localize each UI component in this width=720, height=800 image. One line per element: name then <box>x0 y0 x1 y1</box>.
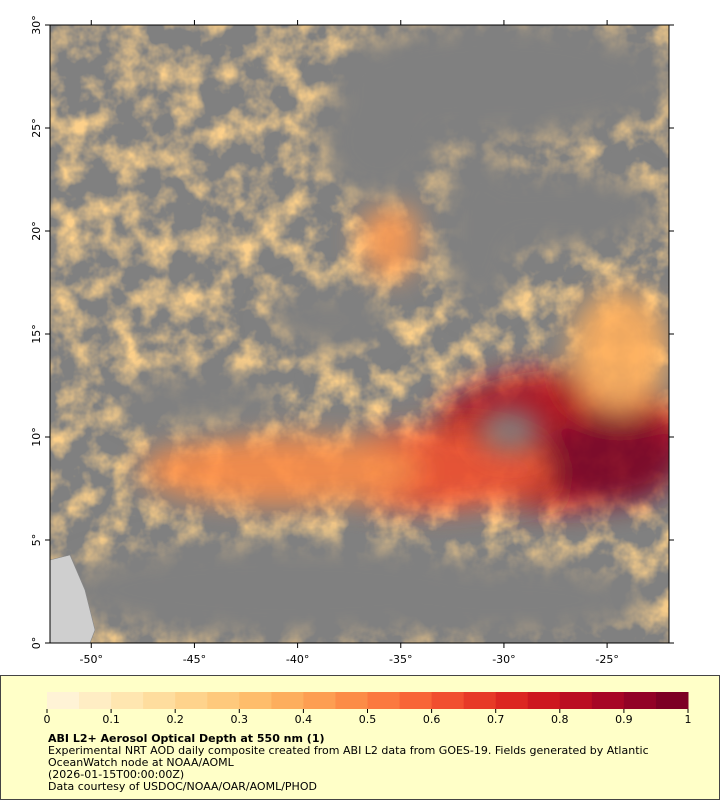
x-tick-label: -45° <box>183 653 206 666</box>
colorbar-swatch <box>335 692 368 709</box>
colorbar-swatch <box>527 692 561 709</box>
note: Experimental NRT AOD daily composite cre… <box>48 744 649 757</box>
colorbar-swatch <box>143 692 176 709</box>
colorbar-tick-label: 0.1 <box>102 713 120 726</box>
colorbar-swatch <box>175 692 208 709</box>
colorbar-swatch <box>239 692 272 709</box>
note: OceanWatch node at NOAA/AOML <box>48 756 235 769</box>
y-tick-label: 15° <box>30 324 43 344</box>
colorbar-tick-label: 0 <box>44 713 51 726</box>
y-tick-label: 5° <box>30 534 43 547</box>
colorbar-swatch <box>591 692 625 709</box>
y-tick-label: 30° <box>30 15 43 35</box>
colorbar-swatch <box>463 692 497 709</box>
colorbar-tick-label: 0.8 <box>551 713 569 726</box>
x-tick-label: -25° <box>595 653 618 666</box>
colorbar-tick-label: 1 <box>685 713 692 726</box>
y-tick-label: 0° <box>30 637 43 650</box>
colorbar-swatch <box>367 692 401 709</box>
y-tick-label: 20° <box>30 221 43 241</box>
axes: -50° -45° -40° -35° -30° -25° 0° 5° 10° 15° 20° 25°… <box>30 15 674 666</box>
colorbar-title: ABI L2+ Aerosol Optical Depth at 550 nm … <box>48 732 325 745</box>
colorbar-swatch <box>559 692 593 709</box>
x-tick-label: -30° <box>492 653 515 666</box>
note: (2026-01-15T00:00:00Z) <box>48 768 184 781</box>
colorbar-tick-label: 0.9 <box>615 713 633 726</box>
colorbar-tick-label: 0.6 <box>423 713 441 726</box>
y-tick-label: 10° <box>30 427 43 447</box>
note: Data courtesy of USDOC/NOAA/OAR/AOML/PHO… <box>48 780 317 793</box>
colorbar-swatch <box>623 692 657 709</box>
colorbar-swatch <box>495 692 529 709</box>
colorbar-swatch <box>431 692 465 709</box>
colorbar-swatch <box>111 692 144 709</box>
colorbar-swatch <box>207 692 240 709</box>
colorbar-swatch <box>47 692 80 709</box>
colorbar-swatch <box>399 692 433 709</box>
colorbar-swatch <box>303 692 336 709</box>
colorbar-swatch <box>79 692 112 709</box>
colorbar-tick-label: 0.5 <box>359 713 377 726</box>
x-tick-label: -35° <box>389 653 412 666</box>
colorbar-swatch <box>655 692 689 709</box>
colorbar-tick-label: 0.7 <box>487 713 505 726</box>
aod-field <box>50 25 669 643</box>
x-tick-label: -40° <box>286 653 309 666</box>
colorbar-tick-label: 0.3 <box>231 713 249 726</box>
x-tick-label: -50° <box>80 653 103 666</box>
colorbar-tick-label: 0.2 <box>166 713 184 726</box>
colorbar: 0 0.1 0.2 0.3 0.4 0.5 0.6 0.7 0.8 0.9 1 <box>44 692 692 726</box>
colorbar-swatch <box>271 692 304 709</box>
colorbar-tick-label: 0.4 <box>295 713 313 726</box>
y-tick-label: 25° <box>30 118 43 138</box>
